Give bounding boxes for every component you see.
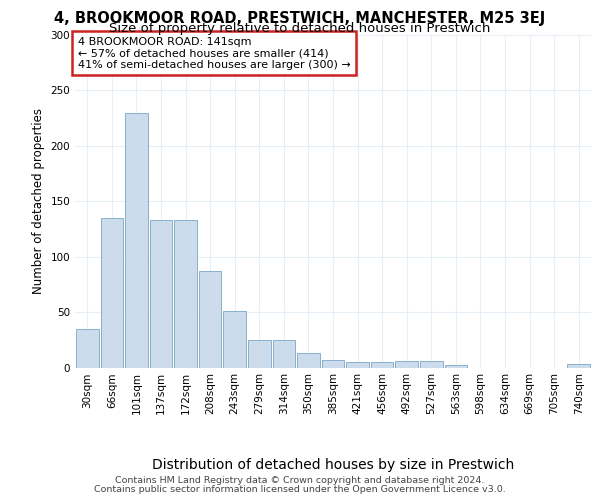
Bar <box>297 353 320 368</box>
Text: Size of property relative to detached houses in Prestwich: Size of property relative to detached ho… <box>109 22 491 35</box>
Bar <box>101 218 123 368</box>
Bar <box>322 360 344 368</box>
Y-axis label: Number of detached properties: Number of detached properties <box>32 108 45 294</box>
Bar <box>346 362 369 368</box>
Text: 4, BROOKMOOR ROAD, PRESTWICH, MANCHESTER, M25 3EJ: 4, BROOKMOOR ROAD, PRESTWICH, MANCHESTER… <box>55 11 545 26</box>
Bar <box>149 220 172 368</box>
Bar <box>223 311 246 368</box>
Bar <box>248 340 271 367</box>
Bar <box>445 366 467 368</box>
Bar <box>371 362 394 368</box>
Bar <box>420 361 443 368</box>
Bar <box>125 112 148 368</box>
Text: Contains HM Land Registry data © Crown copyright and database right 2024.: Contains HM Land Registry data © Crown c… <box>115 476 485 485</box>
Bar <box>199 271 221 368</box>
Bar <box>568 364 590 368</box>
Text: Contains public sector information licensed under the Open Government Licence v3: Contains public sector information licen… <box>94 485 506 494</box>
Text: 4 BROOKMOOR ROAD: 141sqm
← 57% of detached houses are smaller (414)
41% of semi-: 4 BROOKMOOR ROAD: 141sqm ← 57% of detach… <box>77 36 350 70</box>
Bar <box>395 361 418 368</box>
Bar <box>76 328 98 368</box>
Text: Distribution of detached houses by size in Prestwich: Distribution of detached houses by size … <box>152 458 514 471</box>
Bar <box>272 340 295 367</box>
Bar <box>174 220 197 368</box>
